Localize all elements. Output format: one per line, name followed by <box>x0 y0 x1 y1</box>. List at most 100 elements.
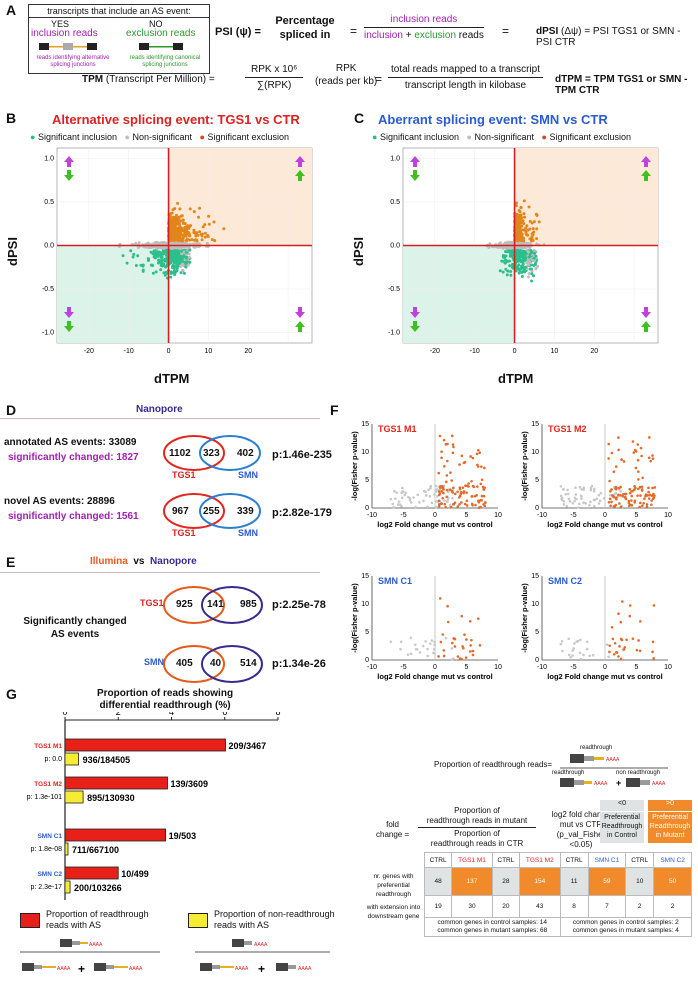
scatter-point <box>184 250 188 254</box>
volcano-point <box>426 505 429 509</box>
up-arrow-icon <box>641 321 651 332</box>
volcano-point <box>458 503 461 506</box>
scatter-point <box>184 256 188 260</box>
volcano-point <box>452 657 455 660</box>
volcano-point <box>424 640 427 643</box>
psi-label: PSI (ψ) = <box>215 26 261 38</box>
y-tick-label: 5 <box>535 477 539 484</box>
volcano-point <box>426 647 429 651</box>
x-axis-label: log2 Fold change mut vs control <box>547 672 662 681</box>
th-ctrl: CTRL <box>423 852 453 868</box>
scatter-point <box>175 228 179 232</box>
scatter-point <box>520 224 524 228</box>
scatter-point <box>184 225 188 229</box>
x-tick-label: -10 <box>470 348 480 355</box>
volcano-point <box>559 484 563 488</box>
scatter-point <box>159 263 163 267</box>
psi-den-reads: reads <box>456 30 484 41</box>
scatter-point <box>171 265 175 269</box>
g-title-2: differential readthrough (%) <box>99 700 231 711</box>
cell: 137 <box>451 867 493 896</box>
volcano-point <box>450 647 454 650</box>
volcano-point <box>589 488 593 492</box>
volcano-point <box>617 612 620 616</box>
x-tick-label: 10 <box>664 664 672 671</box>
x-tick-label: 0 <box>433 664 437 671</box>
volcano-point <box>468 619 472 623</box>
volcano-point <box>622 648 626 651</box>
scatter-point <box>177 252 181 256</box>
volcano-point <box>430 501 434 505</box>
scatter-point <box>537 220 541 224</box>
y-axis-label: -log(Fisher p-value) <box>520 431 529 501</box>
fc-den-2: readthrough reads in CTR <box>430 839 524 848</box>
svg-text:AAAA: AAAA <box>235 966 249 972</box>
scatter-point <box>534 254 538 258</box>
scatter-point <box>517 259 521 263</box>
box-title: transcripts that include an AS event: <box>29 5 209 18</box>
category-label: TGS1 M1 <box>34 743 62 750</box>
volcano-point <box>651 640 655 644</box>
volcano-point <box>391 502 395 506</box>
volcano-point <box>617 436 620 439</box>
scatter-point <box>509 270 513 274</box>
dtpm-formula: dTPM = TPM TGS1 or SMN - TPM CTR <box>555 74 688 96</box>
volcano-point <box>615 650 618 654</box>
volcano-point <box>653 494 656 498</box>
volcano-point <box>647 456 651 460</box>
volcano-point <box>441 486 445 490</box>
volcano-point <box>433 643 437 647</box>
volcano-point <box>635 648 639 652</box>
down-arrow-icon <box>410 321 420 332</box>
category-label: TGS1 M2 <box>34 781 62 788</box>
volcano-point <box>614 497 618 500</box>
volcano-point <box>613 641 617 645</box>
volcano-point <box>421 644 425 648</box>
scatter-point <box>519 206 523 210</box>
scatter-point <box>520 275 524 279</box>
scatter-point <box>172 260 176 264</box>
tpm-fraction: RPK x 10⁶ ∑(RPK) <box>245 64 304 91</box>
scatter-point <box>201 225 205 229</box>
volcano-point <box>590 484 594 488</box>
cell: 59 <box>587 867 627 896</box>
y-tick-label: -0.5 <box>42 286 54 293</box>
y-tick-label: 10 <box>531 601 539 608</box>
th-tgs1-m1: TGS1 M1 <box>451 852 493 868</box>
volcano-title: TGS1 M2 <box>548 424 587 434</box>
scatter-point <box>179 264 183 268</box>
panel-letter-g: G <box>6 686 17 702</box>
volcano-point <box>445 495 449 499</box>
volcano-point <box>451 503 455 506</box>
x-tick-label: -20 <box>84 348 94 355</box>
scatter-point <box>524 265 528 269</box>
volcano-point <box>451 443 455 446</box>
volcano-point <box>458 657 462 660</box>
volcano-point <box>409 652 413 656</box>
volcano-point <box>647 490 650 494</box>
scatter-point <box>169 272 173 276</box>
volcano-point <box>630 499 633 502</box>
volcano-point <box>477 506 481 510</box>
y-tick-label: -1.0 <box>42 330 54 337</box>
scatter-point <box>529 239 533 243</box>
scatter-point <box>222 227 226 231</box>
x-tick-label: 0 <box>62 712 67 717</box>
volcano-point <box>483 486 486 490</box>
volcano-point <box>428 494 432 498</box>
svg-text:+: + <box>258 962 265 976</box>
volcano-point <box>593 498 597 502</box>
scatter-point <box>186 230 190 234</box>
volcano-point <box>630 494 634 498</box>
volcano-point <box>578 651 582 655</box>
volcano-point <box>608 650 611 654</box>
log2-2: mut vs CTR <box>559 820 603 829</box>
volcano-point <box>627 501 631 505</box>
panel-e-sig: Significantly changed AS events <box>10 615 140 641</box>
volcano-point <box>444 636 448 640</box>
volcano-point <box>611 637 615 641</box>
volcano-point <box>607 500 611 504</box>
x-tick-label: 20 <box>244 348 252 355</box>
svg-text:+: + <box>616 778 621 788</box>
